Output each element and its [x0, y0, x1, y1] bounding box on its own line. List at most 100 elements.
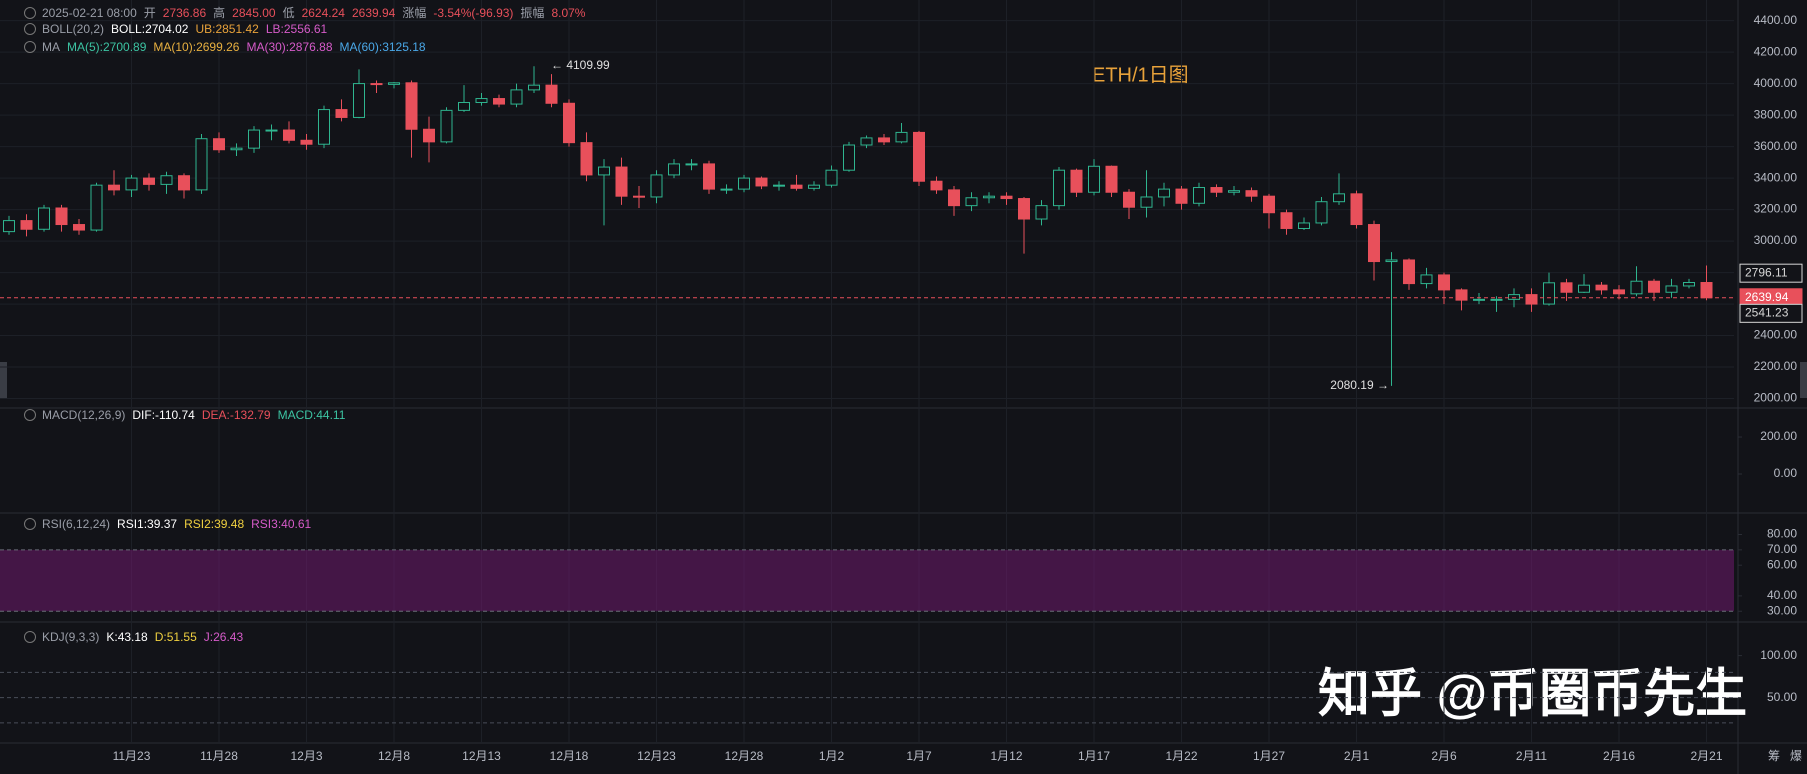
candle-body: [1018, 198, 1030, 220]
legend-row: RSI(6,12,24) RSI1:39.37 RSI2:39.48 RSI3:40.…: [24, 517, 318, 531]
candle-body: [1035, 205, 1048, 220]
candle-body: [598, 166, 610, 176]
y-tick-label: 2200.00: [1754, 359, 1798, 373]
y-tick-label: 3000.00: [1754, 233, 1798, 247]
candle-body: [1385, 259, 1398, 263]
y-tick-label: 4000.00: [1754, 76, 1798, 90]
candle-body: [213, 138, 225, 151]
candle-body: [3, 220, 15, 233]
candle-body: [160, 175, 173, 185]
candle-body: [1123, 191, 1135, 208]
legend-item: -3.54%(-96.93): [433, 6, 514, 20]
candle-body: [1368, 224, 1380, 263]
x-tick-label: 12月18: [550, 749, 589, 763]
candle-body: [738, 177, 750, 190]
legend-item: DIF:-110.74: [132, 408, 195, 422]
y-tick-label: 4200.00: [1754, 44, 1798, 58]
x-tick-label: 1月27: [1253, 749, 1285, 763]
candle-body: [423, 128, 435, 143]
y-tick-label: 70.00: [1767, 542, 1797, 556]
y-tick-label: 0.00: [1774, 466, 1798, 480]
y-tick-label: 80.00: [1767, 527, 1797, 541]
legend-item: RSI3:40.61: [251, 517, 312, 531]
corner-label[interactable]: 爆: [1790, 749, 1802, 763]
legend-item: RSI1:39.37: [117, 517, 178, 531]
x-tick-label: 2月1: [1344, 749, 1370, 763]
legend-item: MA: [42, 40, 60, 54]
candle-body: [930, 180, 943, 191]
candle-body: [353, 83, 365, 118]
candle-body: [1455, 289, 1468, 301]
candle-body: [143, 177, 155, 185]
candle-body: [685, 163, 698, 166]
candle-body: [38, 207, 50, 230]
candle-body: [1700, 282, 1713, 299]
side-tab[interactable]: [1800, 362, 1807, 398]
x-tick-label: 12月28: [725, 749, 764, 763]
candle-body: [1560, 282, 1573, 293]
legend-item: K:43.18: [106, 630, 148, 644]
candle-body: [528, 84, 540, 91]
candle-body: [1053, 169, 1065, 207]
y-tick-label: 200.00: [1760, 429, 1797, 443]
legend-item: DEA:-132.79: [201, 408, 271, 422]
x-tick-label: 12月8: [378, 749, 410, 763]
legend-toggle[interactable]: [24, 23, 36, 35]
legend-toggle[interactable]: [24, 409, 36, 421]
candle-body: [633, 195, 645, 198]
candle-body: [1000, 195, 1013, 200]
candle-body: [1140, 196, 1153, 208]
legend-toggle[interactable]: [24, 7, 36, 19]
legend-item: 2845.00: [232, 6, 276, 20]
corner-label[interactable]: 筹: [1768, 749, 1780, 763]
x-tick-label: 2月11: [1516, 749, 1547, 763]
candle-body: [615, 166, 628, 197]
candle-body: [1665, 285, 1678, 293]
legend-row: BOLL(20,2) BOLL:2704.02 UB:2851.42 LB:2556.…: [24, 22, 334, 36]
candle-body: [1193, 187, 1205, 204]
y-tick-label: 2400.00: [1754, 328, 1798, 342]
candle-body: [1403, 259, 1415, 285]
legend-toggle[interactable]: [24, 631, 36, 643]
candle-body: [913, 131, 925, 182]
candle-body: [1438, 274, 1450, 291]
candle-body: [195, 138, 208, 191]
x-tick-label: 2月16: [1603, 749, 1635, 763]
candle-body: [948, 189, 960, 207]
legend-toggle[interactable]: [24, 41, 36, 53]
x-tick-label: 12月3: [290, 749, 322, 763]
candle-body: [1280, 212, 1293, 229]
candle-body: [1175, 188, 1188, 204]
legend-item: KDJ(9,3,3): [42, 630, 100, 644]
y-tick-label: 4400.00: [1754, 13, 1798, 27]
x-tick-label: 1月22: [1165, 749, 1197, 763]
legend-item: BOLL(20,2): [42, 22, 105, 36]
candle-body: [318, 109, 330, 145]
side-tab[interactable]: [0, 362, 7, 398]
x-tick-label: 2月21: [1690, 749, 1722, 763]
legend-item: MA(10):2699.26: [153, 40, 240, 54]
candle-body: [580, 142, 593, 176]
legend-item: LB:2556.61: [265, 22, 328, 36]
candle-body: [108, 184, 120, 191]
legend-toggle[interactable]: [24, 518, 36, 530]
candle-body: [668, 163, 680, 176]
candle-body: [1315, 201, 1328, 224]
candle-body: [825, 169, 838, 186]
x-tick-label: 1月12: [990, 749, 1022, 763]
candle-body: [20, 220, 33, 230]
legend-item: 振幅: [520, 6, 545, 20]
x-tick-label: 1月17: [1078, 749, 1110, 763]
candle-body: [1508, 294, 1520, 300]
candle-body: [230, 147, 243, 151]
x-tick-label: 11月23: [113, 749, 151, 763]
candle-body: [405, 82, 418, 130]
legend-item: RSI(6,12,24): [42, 517, 111, 531]
x-tick-label: 12月23: [637, 749, 676, 763]
legend-item: MA(5):2700.89: [67, 40, 147, 54]
candle-body: [773, 184, 785, 187]
candle-body: [860, 137, 873, 146]
candle-body: [1350, 193, 1363, 226]
